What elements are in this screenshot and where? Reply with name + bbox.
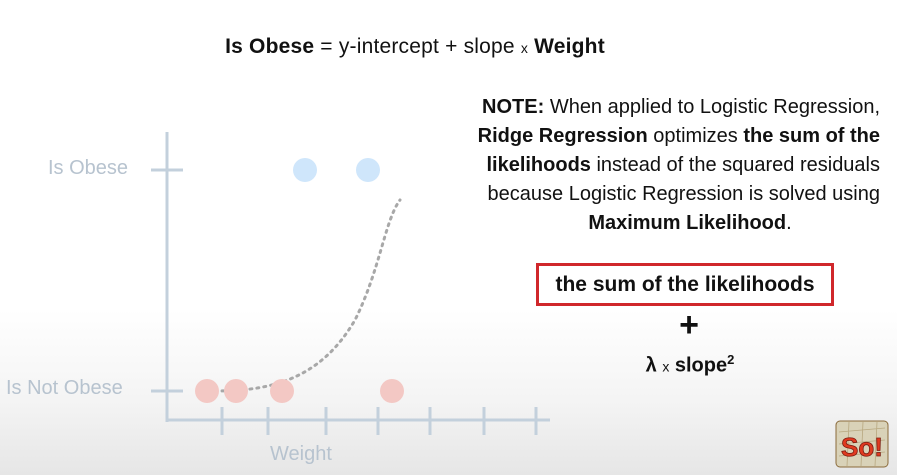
equation-variable: Weight — [534, 35, 605, 58]
equation: Is Obese = y-intercept + slope x Weight — [0, 35, 830, 59]
note-line-4: because Logistic Regression is solved us… — [487, 183, 880, 205]
data-point-not-obese — [195, 379, 219, 403]
note-period: . — [786, 212, 792, 234]
y-label-is-obese: Is Obese — [48, 157, 129, 179]
note-line-2: Ridge Regression optimizes the sum of th… — [380, 122, 880, 151]
penalty-term: λ x slope2 — [600, 352, 780, 378]
penalty-slope: slope — [674, 354, 728, 377]
obese-points — [293, 158, 380, 182]
axes — [151, 132, 550, 435]
data-point-not-obese — [224, 379, 248, 403]
penalty-exponent: 2 — [727, 352, 735, 367]
logistic-curve — [213, 198, 402, 393]
data-point-not-obese — [380, 379, 404, 403]
equation-rhs: y-intercept + slope — [338, 35, 515, 58]
penalty-times: x — [662, 358, 670, 375]
not-obese-points — [195, 379, 404, 403]
note-likelihoods: likelihoods — [486, 154, 591, 176]
y-label-is-not-obese: Is Not Obese — [6, 377, 123, 399]
equation-lhs: Is Obese — [225, 35, 315, 58]
note-line-3-text: instead of the squared residuals — [596, 154, 880, 176]
data-point-obese — [293, 158, 317, 182]
note-line-1: NOTE: When applied to Logistic Regressio… — [380, 93, 880, 122]
equation-times: x — [520, 40, 529, 56]
sum-of-likelihoods-box: the sum of the likelihoods — [536, 263, 834, 306]
note-label: NOTE: — [482, 96, 545, 118]
logo-text: So! — [841, 432, 883, 462]
data-point-not-obese — [270, 379, 294, 403]
note-ridge-regression: Ridge Regression — [477, 125, 648, 147]
note-line-1-text: When applied to Logistic Regression, — [549, 96, 880, 118]
note-line-3: likelihoods instead of the squared resid… — [380, 151, 880, 180]
x-axis-label: Weight — [270, 443, 332, 465]
note-line-5: Maximum Likelihood. — [380, 209, 880, 238]
note-maximum-likelihood: Maximum Likelihood — [588, 212, 787, 234]
note-text: NOTE: When applied to Logistic Regressio… — [380, 93, 880, 238]
equation-equals: = — [320, 35, 333, 58]
note-optimizes: optimizes — [653, 125, 738, 147]
plus-icon: + — [679, 306, 699, 344]
lambda-symbol: λ — [645, 354, 657, 377]
statquest-logo-icon: So! — [835, 420, 889, 468]
note-sum-of-the: the sum of the — [743, 125, 880, 147]
data-point-obese — [356, 158, 380, 182]
